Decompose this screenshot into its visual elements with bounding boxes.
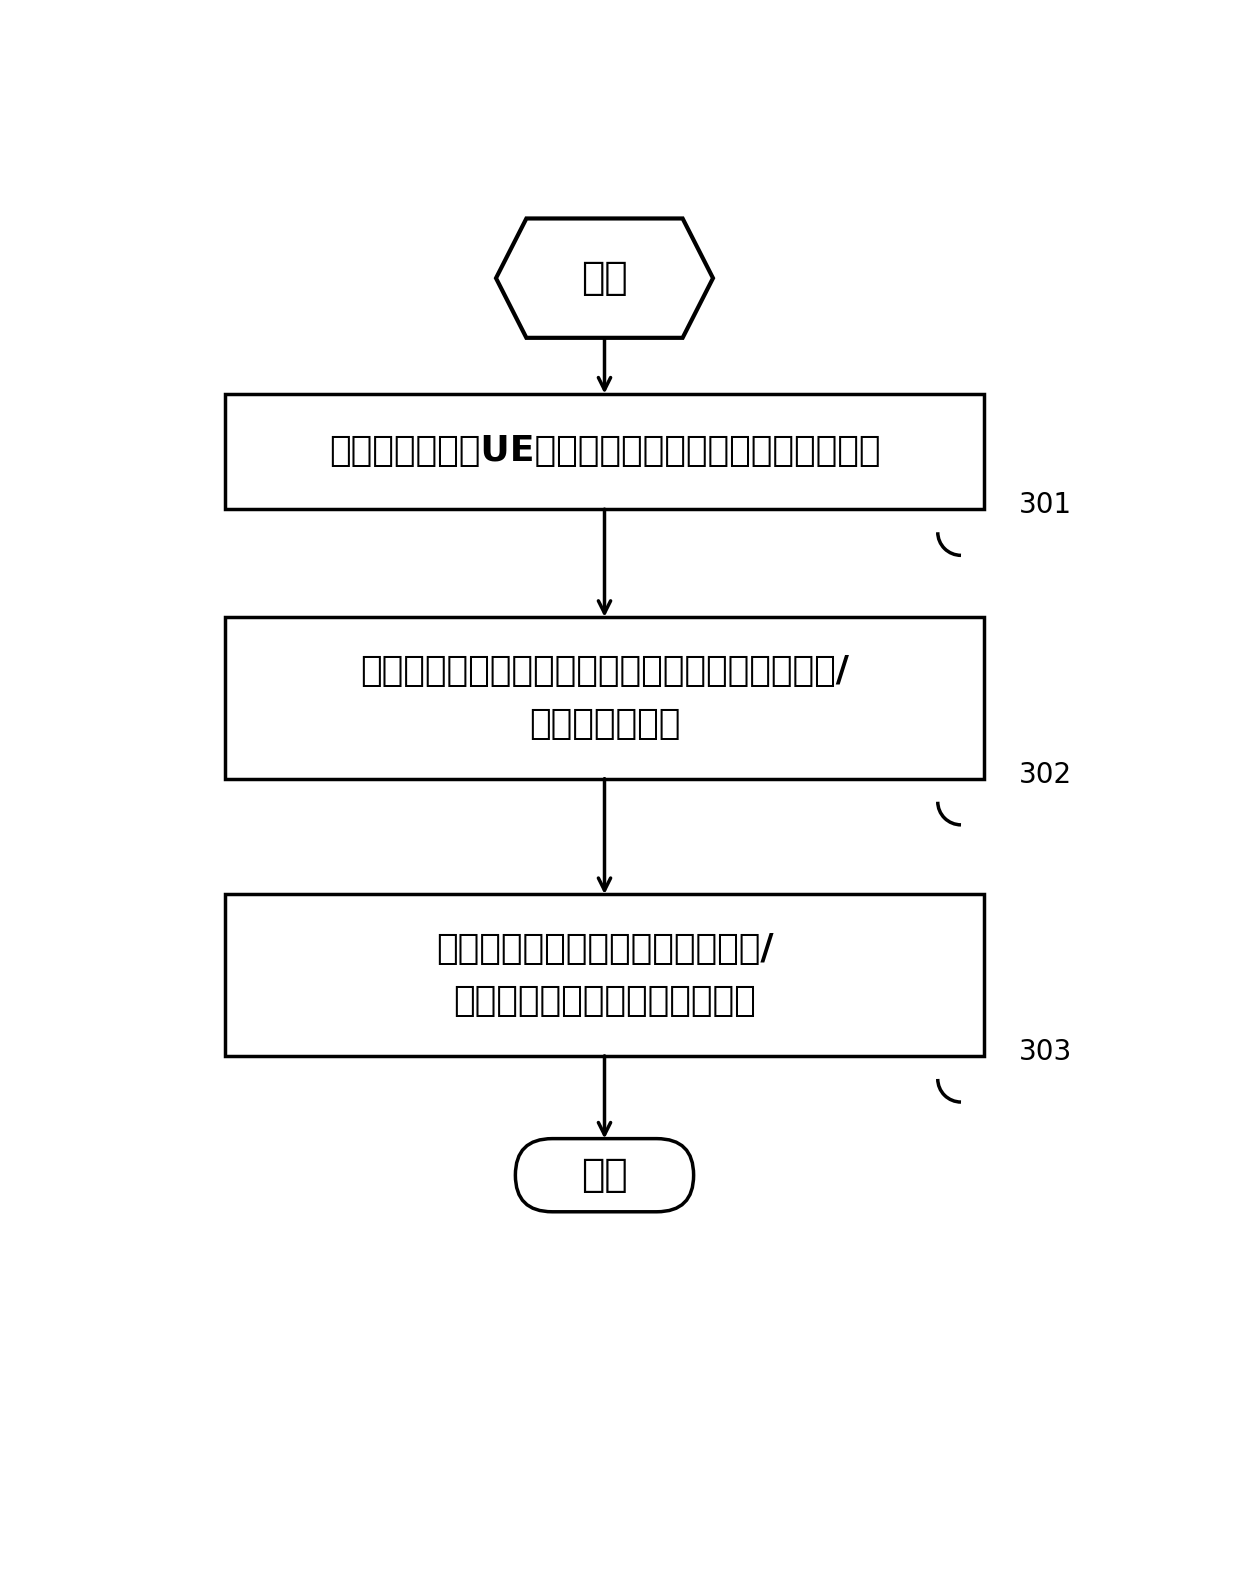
- Polygon shape: [496, 218, 713, 338]
- Text: 将所述上行发送波束的功率余量和/
或最大发射功率发送给所述基站: 将所述上行发送波束的功率余量和/ 或最大发射功率发送给所述基站: [435, 932, 774, 1019]
- Text: 302: 302: [1019, 762, 1073, 788]
- Bar: [224, 393, 985, 509]
- FancyBboxPatch shape: [516, 1139, 693, 1212]
- Text: 结束: 结束: [582, 1157, 627, 1194]
- Text: 开始: 开始: [582, 259, 627, 297]
- Text: 303: 303: [1019, 1038, 1073, 1066]
- Bar: [224, 616, 985, 779]
- Text: 获取基站为所述UE配置的上行发送波束的功率控制参数: 获取基站为所述UE配置的上行发送波束的功率控制参数: [329, 435, 880, 468]
- Text: 根据功率控制参数计算上行发送波束的功率余量和/
或最大发射功率: 根据功率控制参数计算上行发送波束的功率余量和/ 或最大发射功率: [360, 654, 849, 741]
- Bar: [224, 894, 985, 1055]
- Text: 301: 301: [1019, 491, 1073, 520]
